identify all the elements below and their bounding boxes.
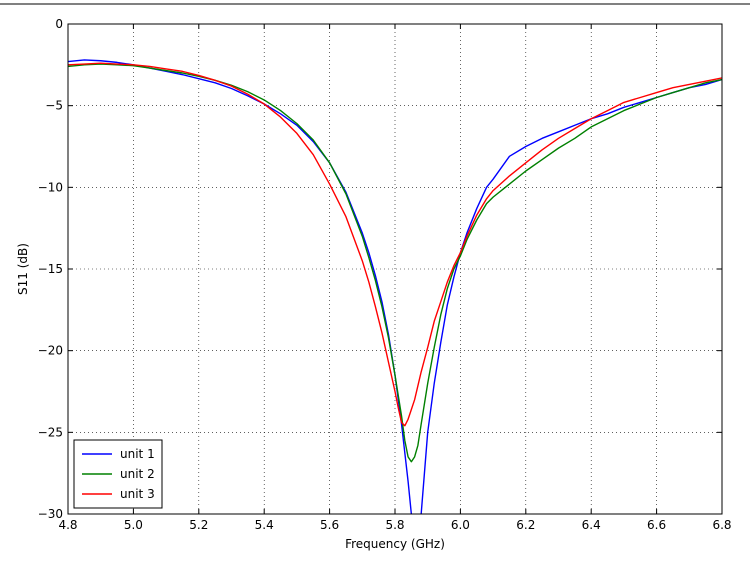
legend-label: unit 1	[120, 447, 155, 461]
x-tick-label: 6.0	[451, 518, 470, 532]
x-tick-label: 6.4	[582, 518, 601, 532]
ticks: 4.8 5.0 5.2 5.4 5.6 5.8 6.0 6.2 6.4 6.6 6.8 −30 −25 −…	[38, 17, 732, 532]
y-axis-label: S11 (dB)	[16, 243, 30, 295]
x-tick-label: 6.8	[712, 518, 731, 532]
y-tick-label: 0	[55, 17, 63, 31]
legend: unit 1 unit 2 unit 3	[73, 439, 163, 509]
x-tick-label: 5.2	[189, 518, 208, 532]
x-tick-label: 5.0	[124, 518, 143, 532]
x-tick-label: 6.6	[647, 518, 666, 532]
y-tick-label: −5	[45, 99, 63, 113]
y-tick-label: −20	[38, 344, 63, 358]
x-axis-label: Frequency (GHz)	[345, 537, 445, 551]
y-tick-label: −30	[38, 507, 63, 521]
x-tick-label: 5.8	[385, 518, 404, 532]
x-tick-label: 4.8	[58, 518, 77, 532]
y-tick-label: −25	[38, 425, 63, 439]
x-tick-label: 5.4	[255, 518, 274, 532]
series-line-3	[68, 62, 722, 427]
series-line-1	[68, 59, 722, 514]
x-tick-label: 6.2	[516, 518, 535, 532]
series-layer	[68, 59, 722, 514]
x-tick-label: 5.6	[320, 518, 339, 532]
y-tick-label: −15	[38, 262, 63, 276]
legend-label: unit 3	[120, 487, 155, 501]
legend-label: unit 2	[120, 467, 155, 481]
y-tick-label: −10	[38, 180, 63, 194]
